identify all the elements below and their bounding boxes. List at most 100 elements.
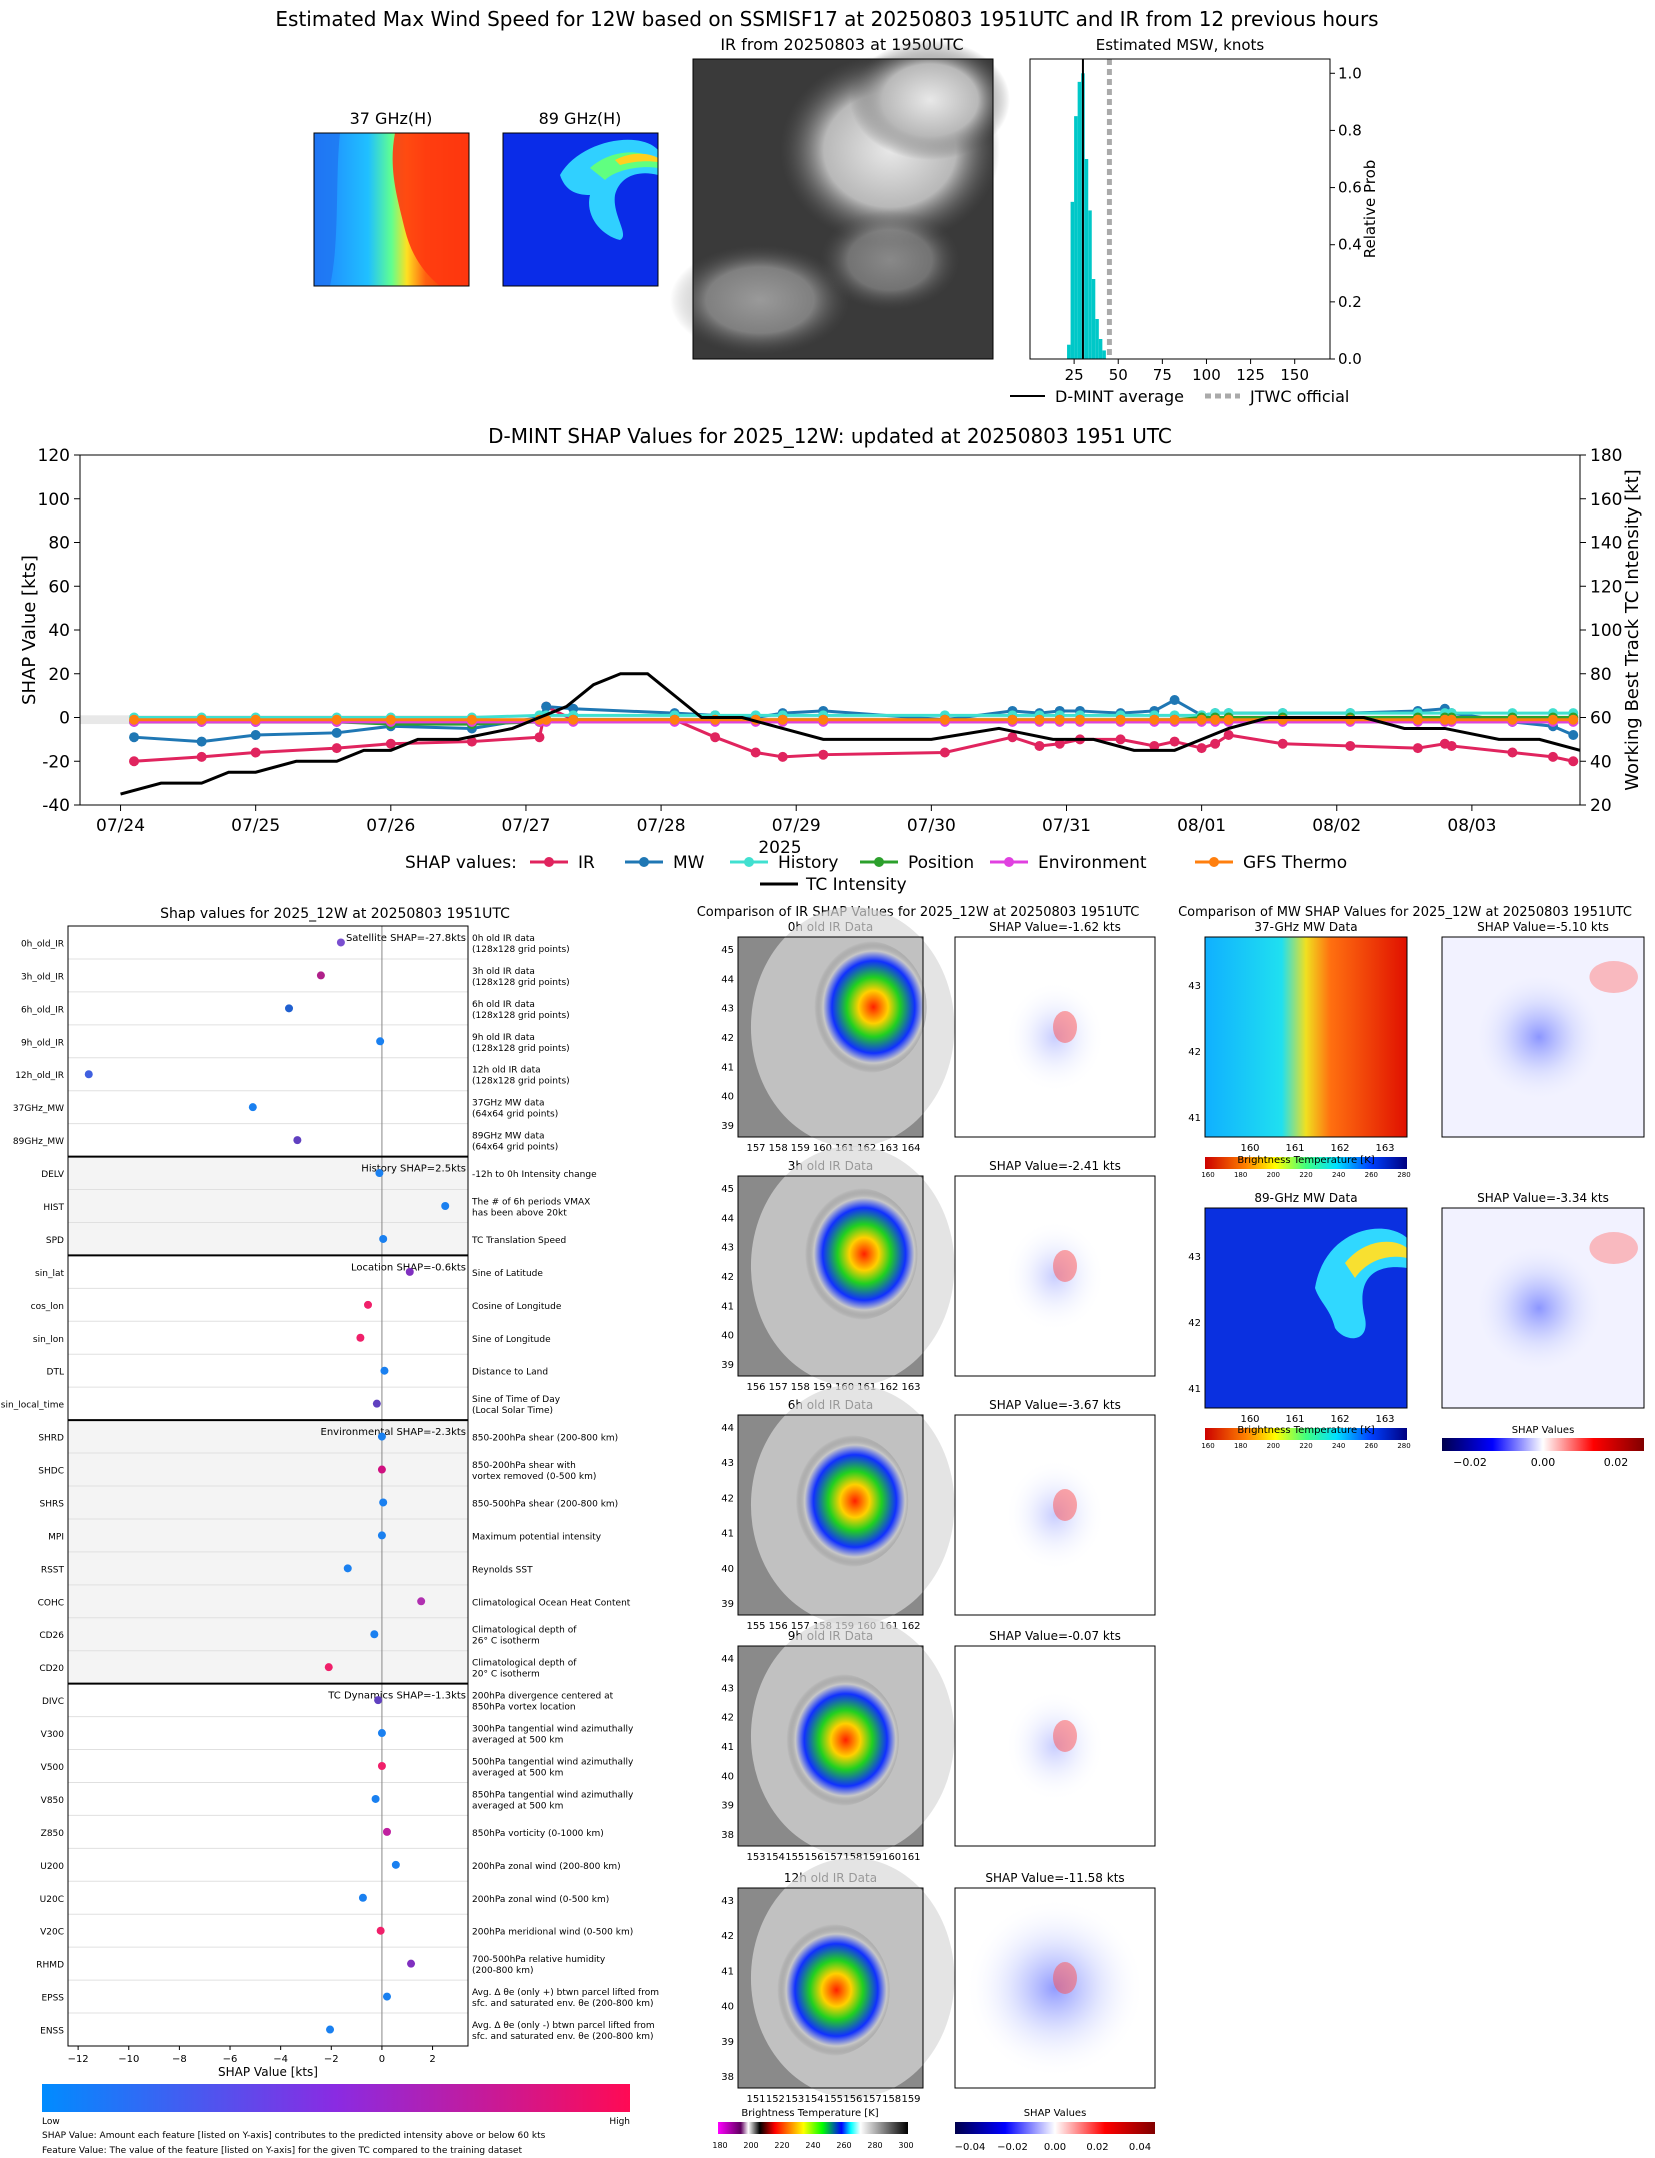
series-point-gfs-thermo: [1054, 714, 1065, 725]
ir-shap-red: [1053, 1011, 1077, 1043]
ir-shap-red: [1053, 1489, 1077, 1521]
feature-description: 37GHz MW data: [472, 1099, 545, 1109]
feature-shap-point: [316, 971, 325, 980]
mw-shap-tick-label: 0.00: [1531, 1456, 1556, 1469]
ir-xtick-label: 155: [824, 2094, 843, 2105]
series-point-ir: [385, 738, 396, 749]
ir-shap-red: [1053, 1962, 1077, 1994]
shap-xtick-label: −6: [223, 2054, 238, 2065]
feature-description: Climatological depth of: [472, 1659, 577, 1669]
msw-frame: [1029, 58, 1331, 360]
series-point-ir: [1034, 740, 1045, 751]
series-point-gfs-thermo: [818, 714, 829, 725]
ts-ytick-left-label: 60: [48, 577, 70, 597]
msw-xtick-label: 100: [1192, 366, 1221, 384]
feature-name: 6h_old_IR: [21, 1005, 64, 1015]
feature-shap-point: [248, 1103, 257, 1112]
series-point-ir: [534, 732, 545, 743]
series-point-ir: [1412, 743, 1423, 754]
series-point-gfs-thermo: [1210, 714, 1221, 725]
feature-name: SHRD: [38, 1434, 64, 1444]
feature-description: (64x64 grid points): [472, 1110, 558, 1120]
feature-description: 500hPa tangential wind azimuthally: [472, 1758, 634, 1768]
mw-bt-colorbar: [1205, 1428, 1407, 1440]
series-point-mw: [541, 701, 552, 712]
ir-ytick-label: 44: [721, 974, 734, 985]
feature-description: TC Translation Speed: [471, 1236, 566, 1246]
mw-ytick-label: 43: [1188, 981, 1201, 992]
ir-ytick-label: 42: [721, 1493, 734, 1504]
legend-marker: [874, 857, 884, 867]
feature-description: (128x128 grid points): [472, 945, 570, 955]
feature-shap-point: [285, 1004, 294, 1013]
ir-shap-frame: [954, 1887, 1156, 2089]
msw-bin: [1070, 201, 1075, 359]
ts-ytick-right-label: 120: [1590, 577, 1622, 597]
feature-shap-point: [405, 1267, 414, 1276]
figure-title: Estimated Max Wind Speed for 12W based o…: [275, 7, 1378, 31]
series-point-gfs-thermo: [250, 714, 261, 725]
shap-panel-frame: [67, 925, 469, 2047]
ir-bt-tick-label: 300: [898, 2141, 913, 2150]
series-point-gfs-thermo: [1223, 714, 1234, 725]
feature-shap-point: [380, 1366, 389, 1375]
ir-ytick-label: 45: [721, 945, 734, 956]
series-point-ir: [250, 747, 261, 758]
mw-shap-title: SHAP Value=-3.34 kts: [1477, 1191, 1609, 1205]
ir-xtick-label: 158: [769, 1143, 788, 1154]
ir-xtick-label: 153: [746, 1852, 765, 1863]
feature-description: Climatological Ocean Heat Content: [472, 1598, 631, 1608]
msw-ytick-label: 0.8: [1338, 121, 1362, 139]
feature-description: 12h old IR data: [472, 1066, 541, 1076]
ts-xlabel: 2025: [758, 838, 801, 858]
ts-xtick-label: 07/27: [501, 816, 550, 836]
ir-xtick-label: 159: [863, 1852, 882, 1863]
shap-group-band: [68, 1156, 468, 1256]
msw-bin: [1102, 350, 1106, 359]
series-point-ir: [1054, 738, 1065, 749]
feature-description: Distance to Land: [472, 1368, 548, 1378]
ir-xtick-label: 157: [863, 2094, 882, 2105]
ir-ytick-label: 45: [721, 1184, 734, 1195]
mw-ytick-label: 42: [1188, 1318, 1201, 1329]
series-point-gfs-thermo: [385, 714, 396, 725]
mw37-image: [313, 132, 470, 287]
feature-name: 89GHz_MW: [13, 1137, 64, 1147]
series-point-gfs-thermo: [1196, 714, 1207, 725]
series-point-gfs-thermo: [777, 714, 788, 725]
series-point-mw: [1568, 730, 1579, 740]
feature-description: vortex removed (0-500 km): [472, 1472, 596, 1482]
ir-xtick-label: 160: [882, 1852, 901, 1863]
shap-xtick-label: −4: [273, 2054, 288, 2065]
feature-shap-point: [377, 1465, 386, 1474]
ir-bt-tick-label: 200: [743, 2141, 758, 2150]
series-point-ir: [777, 751, 788, 762]
series-point-ir: [196, 751, 207, 762]
ir-shap-blob: [1005, 981, 1105, 1093]
ir-ytick-label: 41: [721, 1966, 734, 1977]
series-point-mw: [1169, 695, 1180, 705]
ir-xtick-label: 152: [766, 2094, 785, 2105]
legend-marker: [1004, 857, 1014, 867]
mw-xtick-label: 163: [1375, 1143, 1394, 1154]
mw89-core: [1345, 1241, 1407, 1278]
mw-bt-tick-label: 240: [1332, 1442, 1345, 1450]
mw-panel-image: [1205, 937, 1407, 1137]
feature-shap-point: [324, 1663, 333, 1672]
ir-ytick-label: 43: [721, 1896, 734, 1907]
ir-shap-frame: [954, 1414, 1156, 1616]
feature-shap-point: [84, 1070, 93, 1079]
feature-shap-point: [382, 1992, 391, 2001]
legend-marker: [639, 857, 649, 867]
ir-xtick-label: 159: [813, 1382, 832, 1393]
tc-intensity-line: [120, 672, 1581, 796]
ir-ytick-label: 38: [721, 1830, 734, 1841]
feature-description: 300hPa tangential wind azimuthally: [472, 1725, 634, 1735]
series-point-gfs-thermo: [1568, 714, 1579, 725]
ts-ytick-left-label: 100: [38, 490, 70, 510]
mw-bt-tick-label: 180: [1234, 1442, 1247, 1450]
series-point-ir: [1446, 740, 1457, 751]
series-point-ir: [1277, 738, 1288, 749]
mw-compare-title: Comparison of MW SHAP Values for 2025_12…: [1178, 905, 1632, 920]
series-point-gfs-thermo: [196, 714, 207, 725]
